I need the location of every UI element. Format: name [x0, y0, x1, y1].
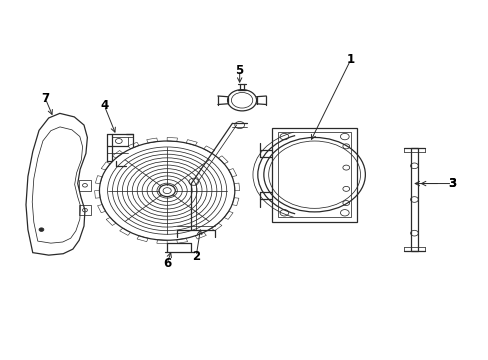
Text: 7: 7 [41, 92, 49, 105]
Bar [79, 205, 91, 215]
Bar [278, 132, 350, 217]
Text: 1: 1 [346, 53, 354, 66]
Text: 3: 3 [447, 177, 455, 190]
Bar [410, 148, 417, 251]
Text: 5: 5 [235, 64, 244, 77]
Text: 4: 4 [100, 99, 108, 112]
Text: 2: 2 [192, 250, 200, 263]
Bar [272, 128, 356, 222]
Bar [79, 180, 91, 191]
Text: 3: 3 [447, 177, 455, 190]
Circle shape [39, 228, 44, 231]
Text: 6: 6 [163, 257, 171, 270]
